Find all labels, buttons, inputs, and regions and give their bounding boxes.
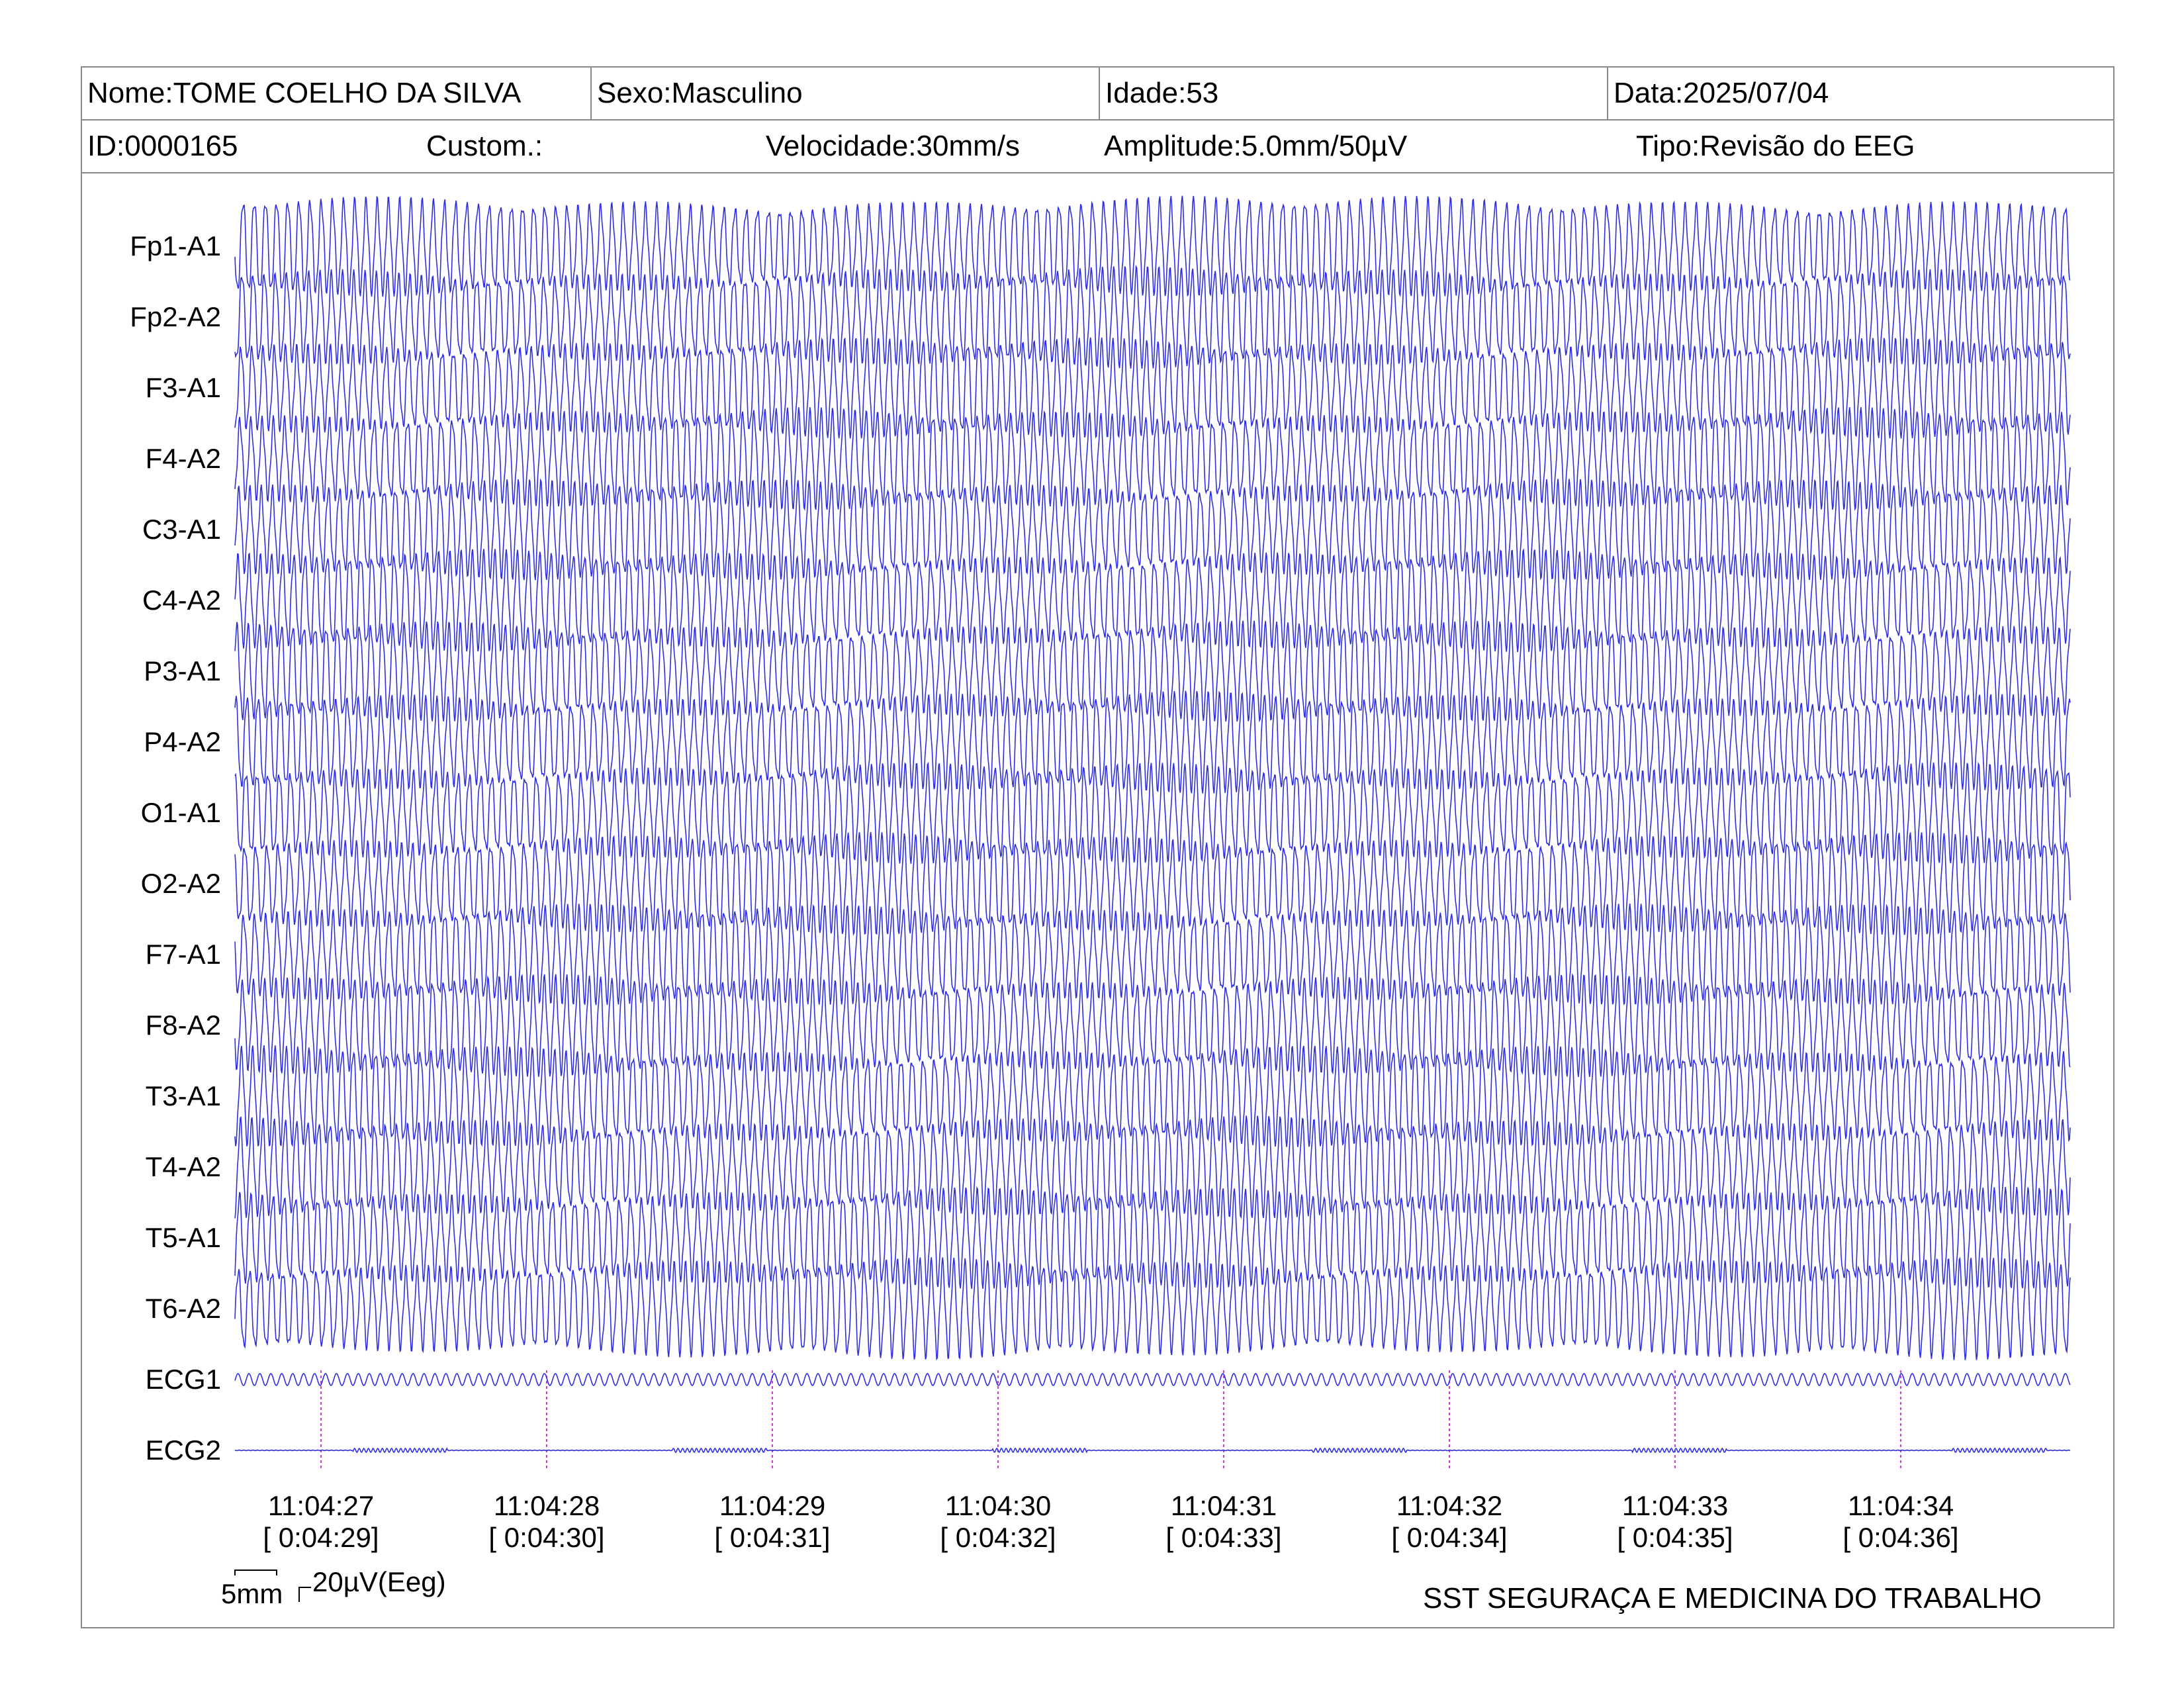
time-clock-label: 11:04:30 [944, 1490, 1052, 1521]
time-clock-label: 11:04:33 [1621, 1490, 1729, 1521]
time-clock-label: 11:04:31 [1170, 1490, 1277, 1521]
channel-label: ECG1 [145, 1364, 221, 1395]
channel-label: T6-A2 [145, 1293, 221, 1324]
header-row-patient: Nome:TOME COELHO DA SILVA Sexo:Masculino… [82, 68, 2113, 120]
time-clock-label: 11:04:29 [719, 1490, 826, 1521]
channel-label: O1-A1 [140, 797, 221, 828]
patient-name: Nome:TOME COELHO DA SILVA [82, 68, 592, 119]
speed-setting: Velocidade:30mm/s [766, 130, 1020, 162]
patient-sex: Sexo:Masculino [592, 68, 1100, 119]
channel-label: T3-A1 [145, 1080, 221, 1111]
time-clock-label: 11:04:27 [267, 1490, 375, 1521]
channel-label: O2-A2 [140, 868, 221, 899]
eeg-report-frame: Nome:TOME COELHO DA SILVA Sexo:Masculino… [81, 66, 2115, 1628]
time-elapsed-label: [ 0:04:32] [940, 1522, 1056, 1553]
header-row-exam: ID:0000165 Custom.: Velocidade:30mm/s Am… [82, 120, 2113, 173]
channel-label: C4-A2 [142, 585, 221, 616]
time-clock-label: 11:04:28 [493, 1490, 600, 1521]
time-elapsed-label: [ 0:04:31] [714, 1522, 831, 1553]
time-elapsed-label: [ 0:04:36] [1843, 1522, 1959, 1553]
scale-amplitude-label: 20µV(Eeg) [312, 1566, 446, 1597]
channel-label: T5-A1 [145, 1222, 221, 1253]
channel-label: F7-A1 [145, 939, 221, 970]
channel-label: T4-A2 [145, 1151, 221, 1182]
footer-company-name: SST SEGURAÇA E MEDICINA DO TRABALHO [1423, 1582, 2042, 1615]
channel-label: P3-A1 [144, 655, 221, 686]
channel-label: C3-A1 [142, 514, 221, 545]
exam-date: Data:2025/07/04 [1614, 77, 1829, 109]
time-clock-label: 11:04:34 [1847, 1490, 1954, 1521]
channel-label: ECG2 [145, 1434, 221, 1466]
scale-time-label: 5mm [221, 1578, 283, 1609]
channel-label: Fp1-A1 [130, 230, 221, 261]
channel-label: F4-A2 [145, 443, 221, 474]
custom-field: Custom.: [426, 130, 543, 162]
channel-label: F3-A1 [145, 372, 221, 403]
channel-label: P4-A2 [144, 726, 221, 757]
time-elapsed-label: [ 0:04:33] [1165, 1522, 1282, 1553]
patient-age: Idade:53 [1100, 68, 1608, 119]
scale-bracket-icon [234, 1570, 311, 1602]
channel-label: F8-A2 [145, 1009, 221, 1041]
time-elapsed-label: [ 0:04:34] [1391, 1522, 1508, 1553]
time-clock-label: 11:04:32 [1396, 1490, 1503, 1521]
exam-id: ID:0000165 [87, 130, 238, 162]
time-elapsed-label: [ 0:04:35] [1617, 1522, 1733, 1553]
channel-label: Fp2-A2 [130, 301, 221, 332]
time-elapsed-label: [ 0:04:30] [488, 1522, 605, 1553]
amplitude-setting: Amplitude:5.0mm/50µV [1104, 130, 1408, 162]
time-elapsed-label: [ 0:04:29] [263, 1522, 379, 1553]
exam-type: Tipo:Revisão do EEG [1636, 130, 1915, 162]
